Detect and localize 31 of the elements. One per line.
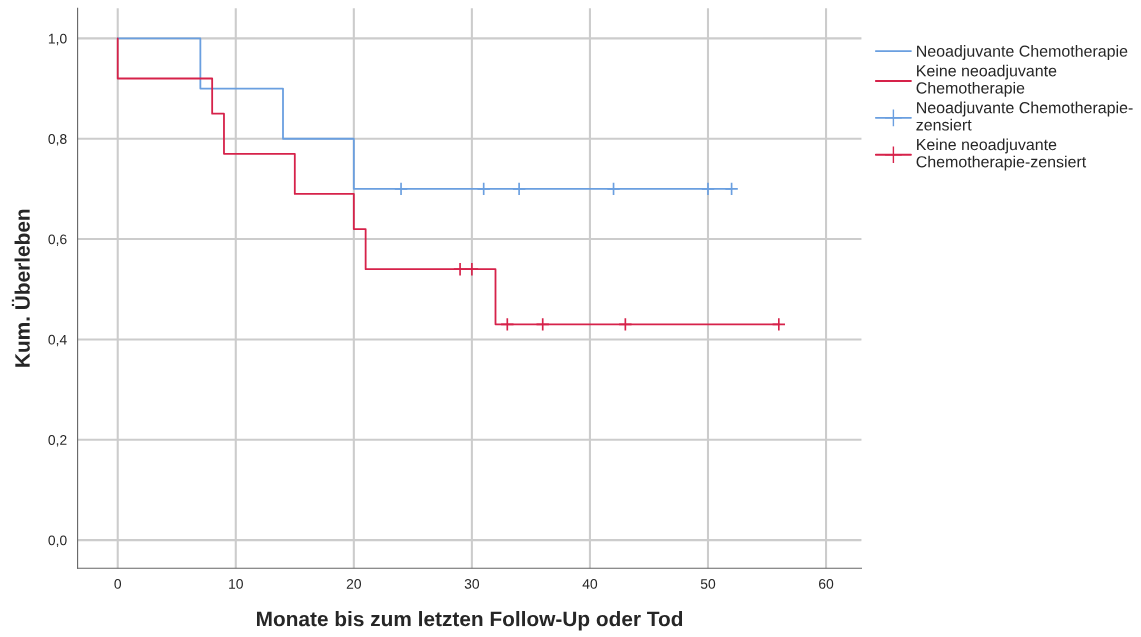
legend-label: Keine neoadjuvante Chemotherapie [916,64,1057,97]
y-tick-label: 0,8 [48,134,67,146]
y-tick-label: 0,4 [48,334,67,347]
y-tick-label: 0,6 [48,234,67,246]
y-tick-label: 0,0 [48,535,67,547]
point [464,262,479,277]
x-tick-label: 0 [114,578,122,589]
point [512,181,527,196]
y-axis-title: Kum. Überleben [11,209,30,367]
point [606,181,621,196]
y-tick-label: 0,2 [48,435,67,447]
y-tick-label: 1,0 [48,33,67,46]
point [771,317,786,332]
point [500,317,515,332]
x-tick-label: 10 [229,578,243,589]
point [724,181,739,196]
legend-label: Neoadjuvante Chemotherapie- zensiert [916,101,1133,131]
legend-label: Neoadjuvante Chemotherapie [917,45,1128,60]
x-tick-label: 40 [582,578,598,589]
point [394,181,409,196]
legend-label: Keine neoadjuvante Chemotherapie-zensiert [916,138,1087,171]
point [476,181,491,196]
point [535,317,550,332]
x-tick-label: 50 [700,578,716,589]
x-tick-label: 30 [464,578,480,589]
x-tick-label: 20 [346,578,362,589]
point [618,317,633,332]
x-axis-title: Monate bis zum letzten Follow-Up oder Tod [257,611,683,631]
x-tick-label: 60 [819,578,834,589]
point [700,181,716,196]
point [453,262,468,277]
